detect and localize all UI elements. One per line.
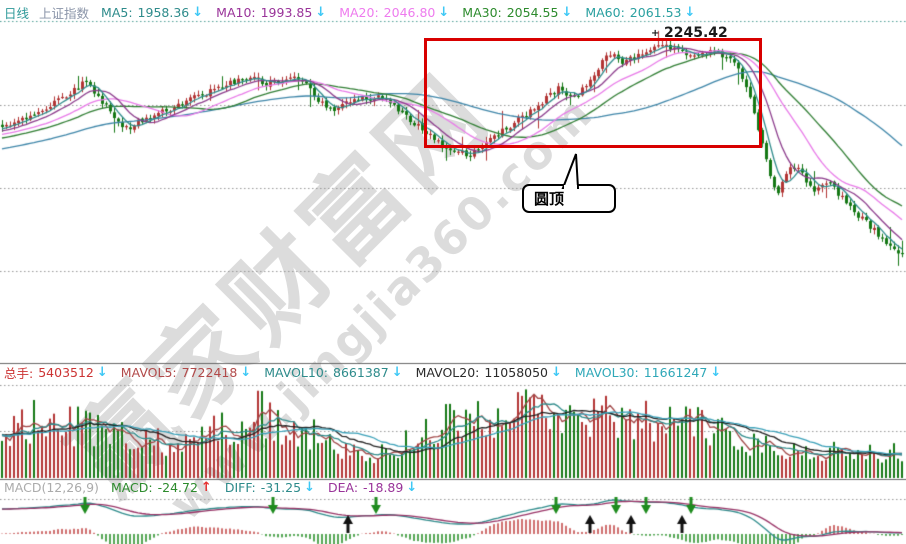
down-arrow-icon: ↓	[551, 365, 562, 380]
ma20-readout: MA20: 2046.80 ↓	[339, 5, 450, 20]
mavol10-readout: MAVOL10: 8661387 ↓	[264, 365, 403, 380]
down-arrow-icon: ↓	[240, 365, 252, 380]
ma60-readout: MA60: 2061.53 ↓	[585, 5, 696, 20]
ma30-readout: MA30: 2054.55 ↓	[462, 5, 573, 20]
volume-readout: 总手: 5403512 ↓	[4, 365, 108, 381]
peak-price-label: 2245.42	[664, 25, 728, 41]
down-arrow-icon: ↓	[304, 480, 315, 495]
down-arrow-icon: ↓	[710, 365, 722, 380]
symbol-label: 上证指数	[39, 6, 90, 21]
down-arrow-icon: ↓	[315, 5, 327, 20]
down-arrow-icon: ↓	[561, 5, 573, 20]
macd-readout: MACD: -24.72 ↑	[110, 480, 212, 495]
down-arrow-icon: ↓	[96, 365, 108, 380]
mavol5-readout: MAVOL5: 7722418 ↓	[120, 365, 252, 380]
macd-indicator-bar: MACD(12,26,9) MACD: -24.72 ↑ DIFF: -31.2…	[4, 480, 430, 495]
callout-pointer	[561, 153, 580, 189]
macd-params-label: MACD(12,26,9)	[4, 480, 99, 495]
dea-readout: DEA: -18.89 ↓	[327, 480, 418, 495]
mavol20-readout: MAVOL20: 11058050 ↓	[415, 365, 562, 380]
down-arrow-icon: ↓	[438, 5, 450, 20]
volume-indicator-bar: 总手: 5403512 ↓ MAVOL5: 7722418 ↓ MAVOL10:…	[4, 363, 734, 382]
diff-readout: DIFF: -31.25 ↓	[224, 480, 315, 495]
period-label: 日线	[4, 6, 30, 21]
main-indicator-bar: 日线 上证指数 MA5: 1958.36 ↓ MA10: 1993.85 ↓ M…	[4, 3, 708, 22]
ma5-readout: MA5: 1958.36 ↓	[101, 5, 204, 20]
down-arrow-icon: ↓	[406, 480, 418, 495]
mavol30-readout: MAVOL30: 11661247 ↓	[574, 365, 722, 380]
callout-text: 圆顶	[534, 190, 565, 208]
rounded-top-callout: 圆顶	[522, 153, 616, 213]
down-arrow-icon: ↓	[391, 365, 403, 380]
down-arrow-icon: ↓	[192, 5, 204, 20]
ma10-readout: MA10: 1993.85 ↓	[216, 5, 327, 20]
up-arrow-icon: ↑	[200, 480, 212, 495]
down-arrow-icon: ↓	[684, 5, 696, 20]
peak-marker-icon: +	[651, 28, 660, 39]
